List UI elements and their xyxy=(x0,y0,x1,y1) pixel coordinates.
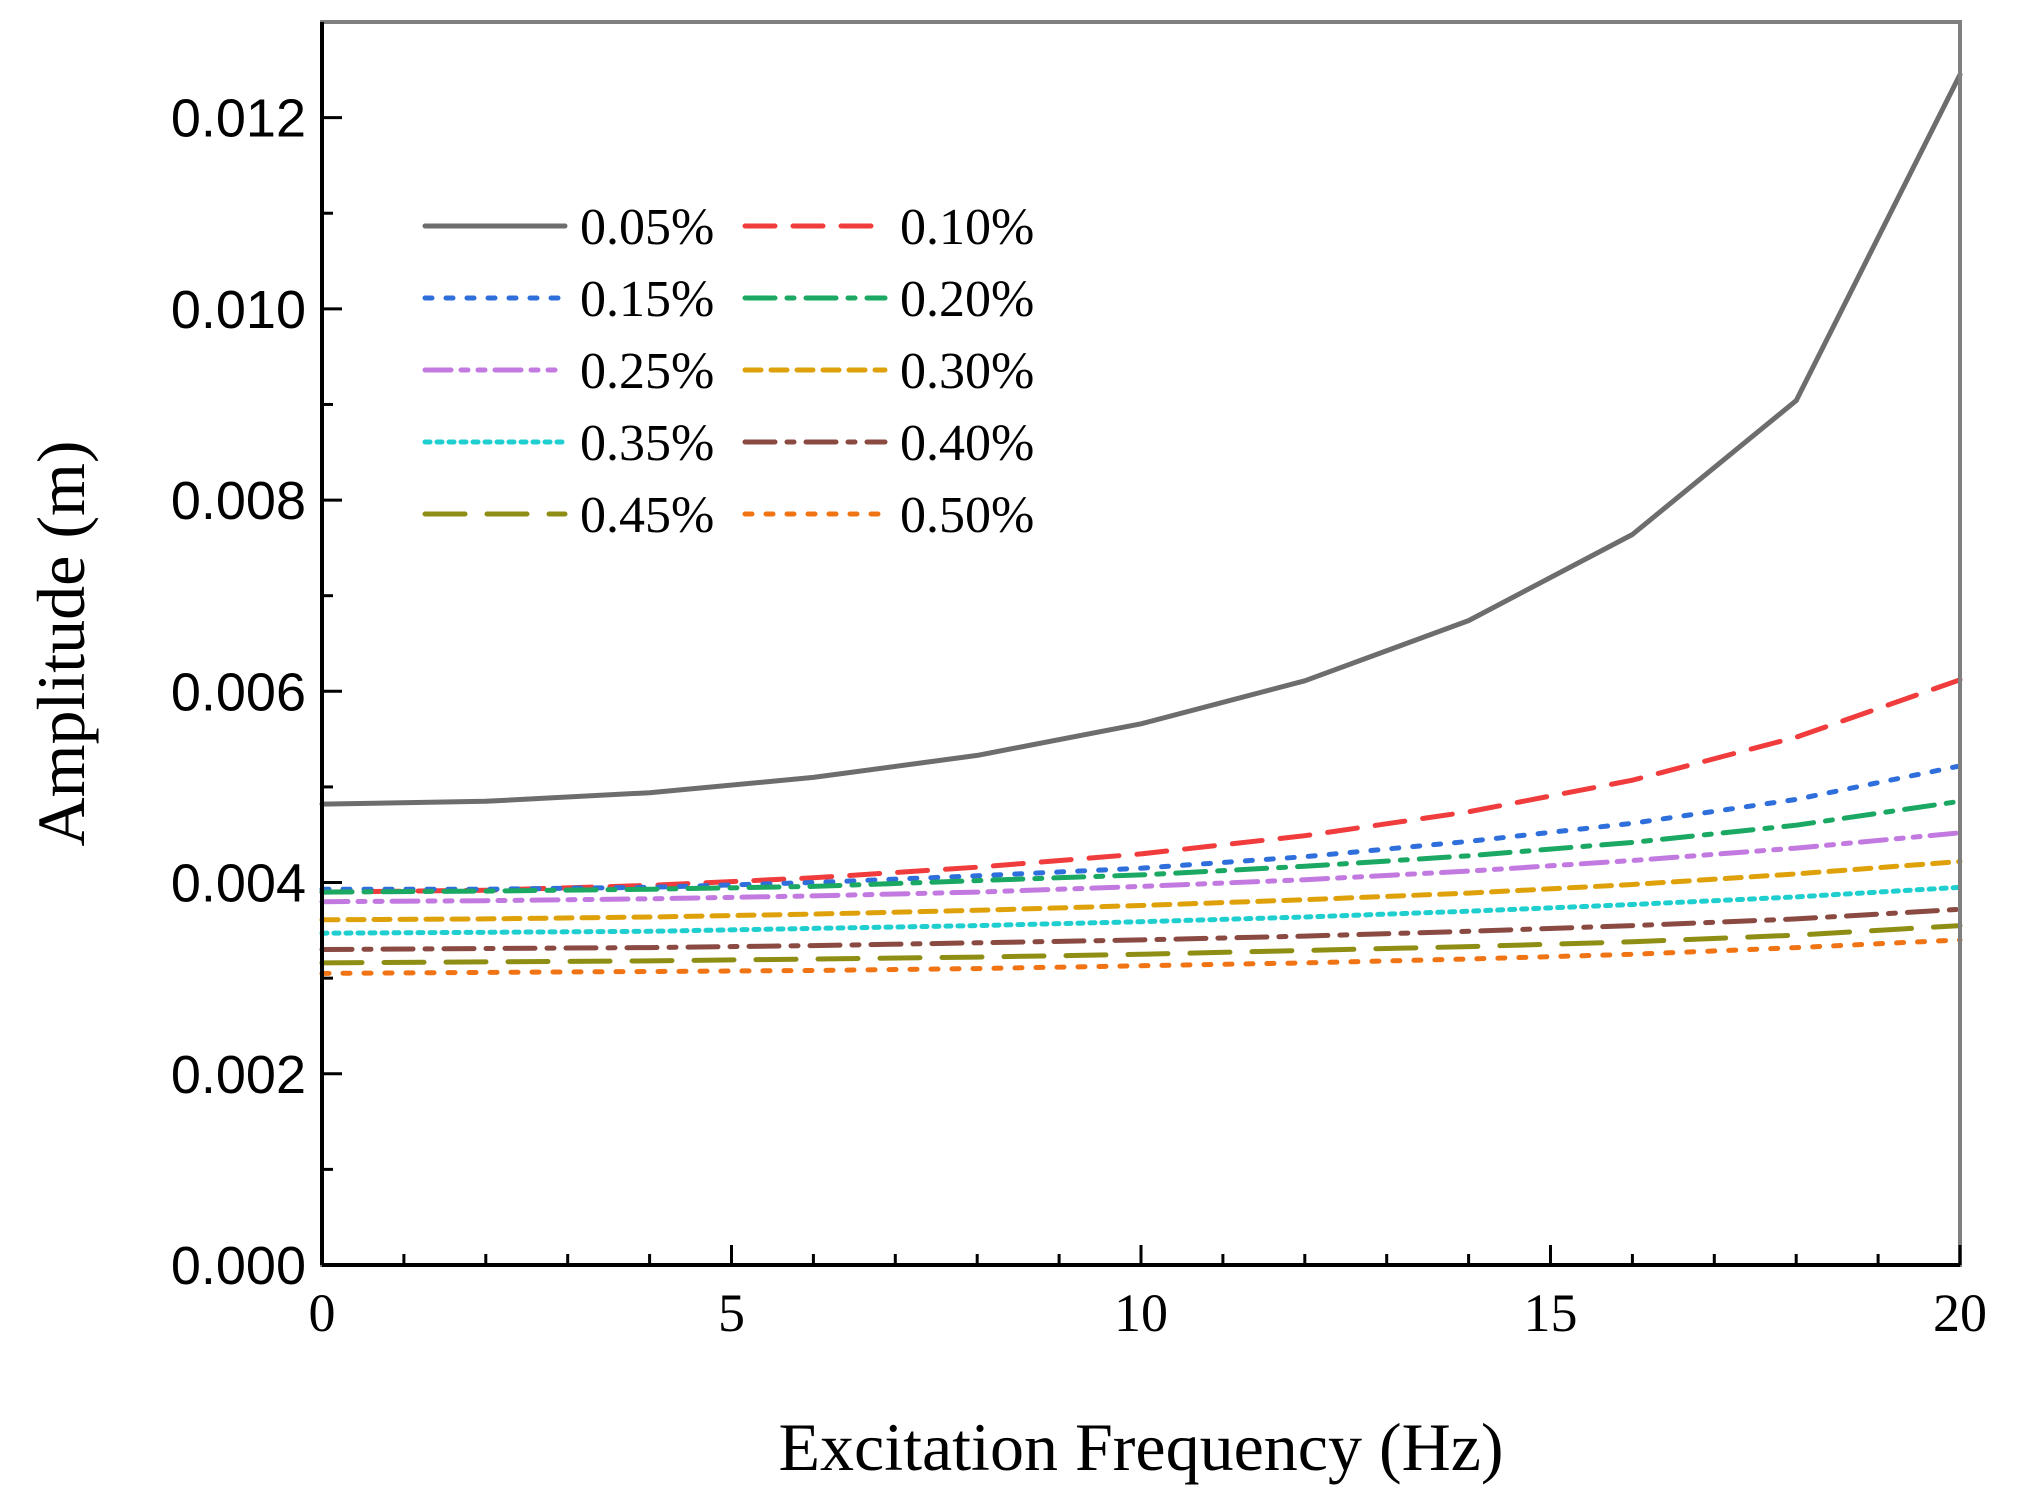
y-tick-label: 0.004 xyxy=(171,854,306,914)
legend-label-6: 0.35% xyxy=(580,415,714,472)
y-axis-title: Amplitude (m) xyxy=(23,440,99,846)
y-tick-label: 0.000 xyxy=(171,1236,306,1296)
legend: 0.05% 0.10% 0.15% 0.20% 0.25% 0.30% 0.35% 0.40%… xyxy=(422,199,1034,544)
y-tick-label: 0.002 xyxy=(171,1045,306,1105)
series-line-7 xyxy=(319,906,1963,952)
legend-label-5: 0.30% xyxy=(900,343,1034,400)
legend-label-8: 0.45% xyxy=(580,487,714,544)
x-tick-label: 10 xyxy=(1114,1283,1168,1343)
series-line-8 xyxy=(319,923,1963,966)
y-tick-label: 0.012 xyxy=(171,89,306,149)
series-line-6 xyxy=(319,884,1963,936)
y-tick-label: 0.006 xyxy=(171,662,306,722)
series-line-5 xyxy=(319,859,1963,923)
series-layer xyxy=(319,72,1963,976)
series-line-3 xyxy=(319,798,1963,895)
x-tick-label: 5 xyxy=(718,1283,745,1343)
y-axis: 0.000 0.002 0.004 0.006 0.008 0.010 0.012 xyxy=(171,22,342,1296)
x-tick-label: 0 xyxy=(309,1283,336,1343)
y-tick-label: 0.010 xyxy=(171,280,306,340)
series-line-1 xyxy=(319,677,1963,895)
x-axis-title: Excitation Frequency (Hz) xyxy=(778,1409,1503,1485)
legend-label-9: 0.50% xyxy=(900,487,1034,544)
legend-label-4: 0.25% xyxy=(580,343,714,400)
legend-label-0: 0.05% xyxy=(580,199,714,256)
y-tick-label: 0.008 xyxy=(171,471,306,531)
series-line-2 xyxy=(319,763,1963,892)
x-tick-label: 20 xyxy=(1933,1283,1987,1343)
plot-frame xyxy=(320,20,1962,1267)
series-line-4 xyxy=(319,830,1963,905)
series-line-0 xyxy=(319,72,1963,807)
legend-label-7: 0.40% xyxy=(900,415,1034,472)
legend-label-3: 0.20% xyxy=(900,271,1034,328)
series-line-9 xyxy=(319,937,1963,976)
x-tick-label: 15 xyxy=(1524,1283,1578,1343)
legend-label-1: 0.10% xyxy=(900,199,1034,256)
legend-label-2: 0.15% xyxy=(580,271,714,328)
x-axis: 0 5 10 15 20 xyxy=(309,1245,1987,1343)
